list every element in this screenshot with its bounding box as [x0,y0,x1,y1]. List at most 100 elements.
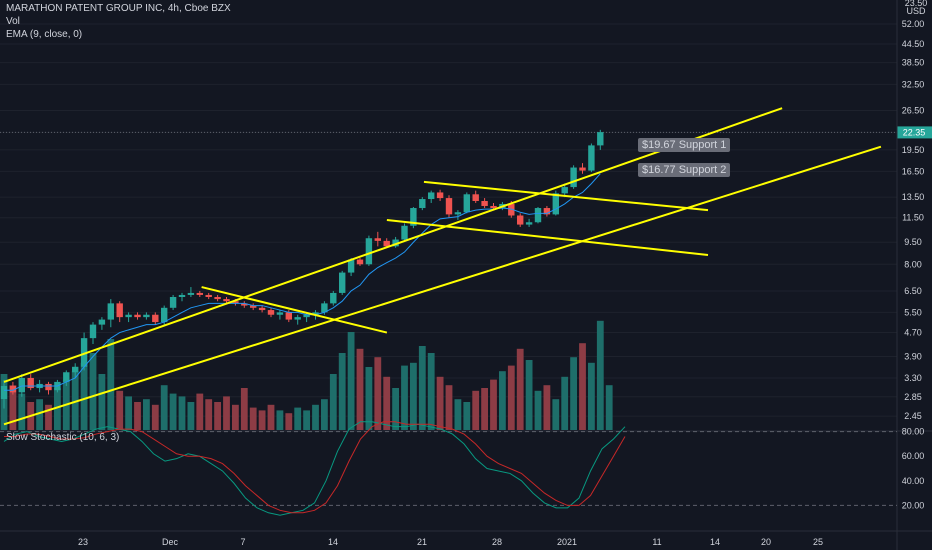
candle-body [0,385,8,400]
volume-bar [294,407,302,430]
candle-body [552,193,559,215]
price-tick-label: 52.00 [902,19,925,29]
volume-bar [329,374,337,430]
candle-body [258,307,266,311]
volume-bar [258,410,266,430]
candle-body [445,198,453,215]
candle-body [312,312,319,315]
candle-body [9,385,17,393]
volume-bar [54,388,61,430]
ema-label: EMA (9, close, 0) [6,29,83,40]
volume-bar [205,399,213,430]
volume-bar [543,385,551,430]
time-tick-label: 14 [710,537,720,547]
candle-body [303,314,310,318]
candle-body [392,239,399,247]
candle-body [330,292,337,304]
candle-body [463,194,470,213]
price-tick-label: 26.50 [902,106,925,116]
candle-body [579,167,586,171]
volume-bar [472,390,480,430]
volume-bar [178,396,186,430]
candle-body [419,199,426,209]
candle-body [588,145,595,171]
stochastic-label: Slow Stochastic (10, 6, 3) [6,432,120,443]
candle-body [80,338,88,367]
candle-body [454,212,462,215]
volume-bar [605,385,613,430]
price-tick-label: 8.00 [904,259,922,269]
volume-bar [347,332,355,430]
candle-body [543,208,551,215]
candle-body [125,314,132,318]
time-tick-label: 2021 [557,537,577,547]
price-tick-label: 3.30 [904,373,922,383]
price-tick-label: 5.50 [904,307,922,317]
volume-bar [525,360,533,430]
candle-body [89,324,97,339]
candle-body [63,372,70,382]
candle-body [241,303,248,306]
candle-body [383,240,390,247]
volume-bar [303,410,310,430]
volume-bar [401,365,408,430]
volume-bar [596,320,604,430]
time-tick-label: 20 [761,537,771,547]
price-tick-label: 32.50 [902,79,925,89]
candle-body [472,194,479,201]
price-tick-label: 4.70 [904,328,922,338]
trend-line [3,145,882,426]
candle-body [196,292,203,295]
candle-body [428,192,435,200]
candle-body [169,297,177,308]
candle-body [597,132,604,146]
candle-body [116,303,123,318]
time-tick-label: 23 [78,537,88,547]
price-axis-currency: USD [906,6,926,16]
candle-body [250,305,257,308]
trend-line [201,286,388,334]
candle-body [98,319,106,325]
volume-bar [169,393,177,430]
price-tick-label: 6.50 [904,286,922,296]
volume-bar [232,404,239,430]
candle-body [214,297,221,300]
candle-body [267,310,275,315]
volume-bar [436,376,444,430]
volume-bar [107,339,115,430]
time-tick-label: 7 [240,537,245,547]
candle-body [178,294,186,298]
candle-body [45,383,52,391]
volume-bar [410,362,417,430]
volume-bar [445,385,453,430]
volume-bar [338,353,346,430]
candle-body [223,299,230,302]
volume-bar [89,353,97,430]
volume-bar [392,388,399,430]
candle-body [347,259,355,273]
candle-body [27,377,34,389]
candle-body [107,303,114,320]
volume-bar [223,396,230,430]
price-tick-label: 2.45 [904,411,922,421]
volume-bar [143,399,150,430]
price-tick-label: 2.85 [904,392,922,402]
time-tick-label: 21 [417,537,427,547]
price-tick-label: 16.50 [902,166,925,176]
volume-bar [214,402,221,430]
candle-body [410,208,417,226]
candle-body [187,292,195,295]
price-tick-label: 44.50 [902,39,925,49]
volume-bar [365,367,373,430]
candle-body [152,314,159,323]
candle-body [134,314,141,318]
candle-body [525,222,533,225]
volume-bar [276,410,284,430]
volume-bar [125,396,132,430]
time-tick-label: 28 [492,537,502,547]
volume-bar [570,357,577,430]
last-price-value: 22.35 [903,127,926,137]
candle-body [143,314,150,318]
volume-bar [490,379,497,430]
